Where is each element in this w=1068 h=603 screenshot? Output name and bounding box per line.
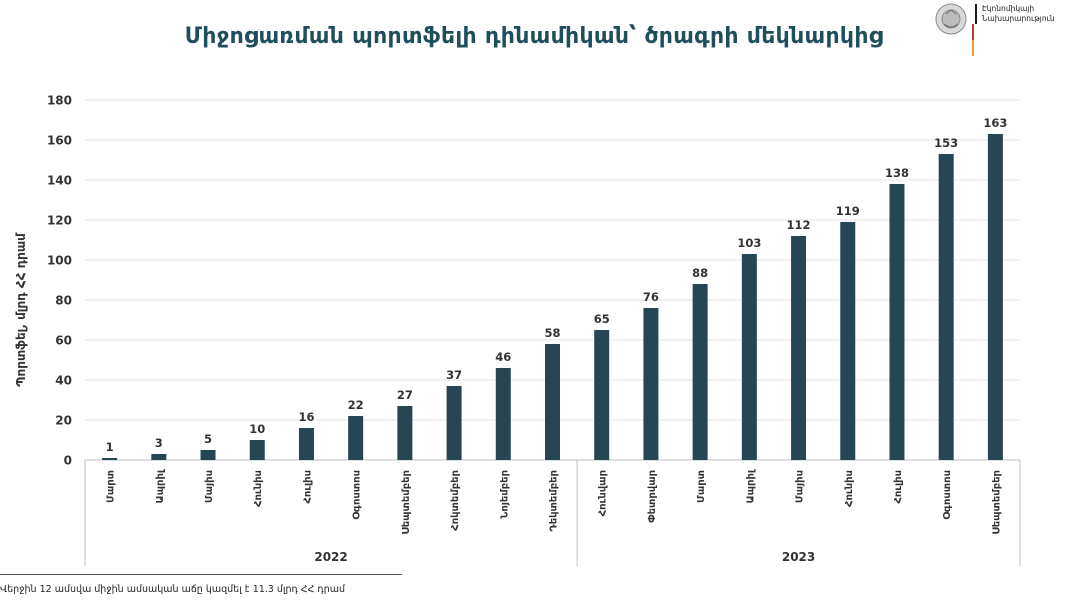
- data-label: 16: [298, 410, 314, 424]
- bar: [298, 428, 314, 460]
- bar: [200, 450, 216, 460]
- group-label: 2022: [314, 550, 347, 564]
- data-label: 65: [594, 312, 610, 326]
- bar: [446, 386, 462, 460]
- data-label: 58: [544, 326, 560, 340]
- y-tick-label: 160: [47, 134, 72, 148]
- y-tick-label: 20: [55, 414, 72, 428]
- x-tick-label: Օգոստոս: [942, 470, 953, 520]
- bar: [545, 344, 560, 460]
- footnote: Վերջին 12 ամսվա միջին ամսական աճը կազմել…: [0, 584, 346, 595]
- bar: [692, 284, 708, 460]
- data-label: 119: [836, 204, 860, 218]
- bar: [791, 236, 807, 460]
- data-label: 37: [446, 368, 462, 382]
- y-tick-label: 180: [47, 94, 72, 108]
- bar: [495, 368, 511, 460]
- ministry-line2: Նախարարություն: [982, 13, 1055, 23]
- bar: [938, 154, 954, 460]
- x-tick-label: Հոկտեմբեր: [450, 470, 461, 531]
- bar: [840, 222, 856, 460]
- data-label: 103: [737, 236, 761, 250]
- y-tick-label: 100: [47, 254, 72, 268]
- page-title: Միջոցառման պորտֆելի դինամիկան՝ ծրագրի մե…: [184, 24, 884, 49]
- x-tick-label: Հուլիս: [893, 470, 904, 504]
- data-label: 10: [249, 422, 265, 436]
- y-tick-label: 60: [55, 334, 72, 348]
- y-tick-label: 140: [47, 174, 72, 188]
- x-tick-label: Մարտ: [696, 470, 707, 503]
- x-tick-label: Ապրիլ: [155, 468, 166, 503]
- data-label: 153: [934, 136, 958, 150]
- flag-stripe-red: [972, 24, 974, 40]
- y-tick-label: 120: [47, 214, 72, 228]
- bar: [643, 308, 659, 460]
- bar: [348, 416, 364, 460]
- data-label: 138: [885, 166, 909, 180]
- bar: [889, 184, 905, 460]
- data-label: 1: [106, 440, 114, 454]
- x-tick-label: Դեկտեմբեր: [549, 470, 560, 532]
- x-tick-label: Մայիս: [795, 470, 806, 503]
- x-tick-label: Սեպտեմբեր: [401, 470, 412, 535]
- x-tick-label: Մայիս: [204, 470, 215, 503]
- bar: [594, 330, 610, 460]
- group-label: 2023: [782, 550, 815, 564]
- x-tick-label: Հունիս: [253, 470, 264, 507]
- bar: [741, 254, 757, 460]
- bar: [249, 440, 265, 460]
- data-label: 46: [495, 350, 511, 364]
- bar: [102, 458, 118, 460]
- y-tick-label: 80: [55, 294, 72, 308]
- x-tick-label: Օգոստոս: [352, 470, 363, 520]
- x-tick-label: Փետրվար: [647, 470, 658, 523]
- bar: [987, 134, 1003, 460]
- x-tick-label: Մարտ: [106, 470, 117, 503]
- x-tick-label: Նոյեմբեր: [499, 470, 510, 519]
- ministry-line1: Էկոնոմիկայի: [982, 4, 1035, 13]
- y-axis-label: Պորտֆել, մլրդ ՀՀ դրամ: [14, 232, 28, 387]
- y-tick-label: 40: [55, 374, 72, 388]
- footnote-divider: [0, 574, 402, 575]
- data-label: 27: [397, 388, 413, 402]
- ministry-label: Էկոնոմիկայի Նախարարություն: [975, 4, 1055, 24]
- x-tick-label: Սեպտեմբեր: [991, 470, 1002, 535]
- data-label: 163: [983, 116, 1007, 130]
- armenia-coat-of-arms-icon: [935, 3, 967, 35]
- x-tick-label: Հունիս: [844, 470, 855, 507]
- data-label: 76: [643, 290, 659, 304]
- bar: [151, 454, 167, 460]
- x-tick-label: Հունվար: [598, 470, 609, 516]
- data-label: 112: [787, 218, 811, 232]
- x-tick-label: Հուլիս: [302, 470, 313, 504]
- data-label: 3: [155, 436, 163, 450]
- bar: [397, 406, 413, 460]
- data-label: 22: [348, 398, 364, 412]
- data-label: 88: [692, 266, 708, 280]
- y-tick-label: 0: [64, 454, 72, 468]
- flag-stripe-orange: [972, 40, 974, 56]
- data-label: 5: [204, 432, 212, 446]
- x-tick-label: Ապրիլ: [745, 468, 756, 503]
